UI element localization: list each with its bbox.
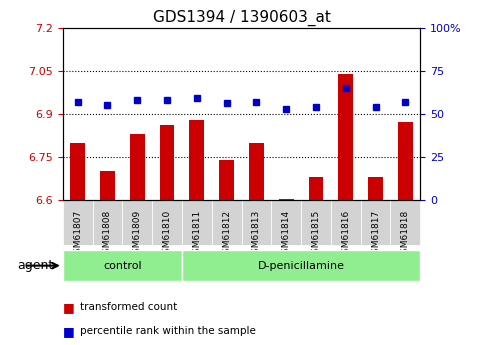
Bar (130, 134, 145, 200)
Bar (338, 73, 353, 200)
Bar (159, 125, 174, 200)
Text: ■: ■ (63, 300, 74, 314)
Bar (189, 120, 204, 200)
Text: transformed count: transformed count (80, 302, 177, 312)
Text: agent: agent (17, 259, 53, 272)
Bar (219, 160, 234, 200)
Bar (309, 177, 324, 200)
Text: ■: ■ (63, 325, 74, 338)
Text: D-penicillamine: D-penicillamine (257, 261, 344, 270)
Bar (398, 122, 413, 200)
Text: percentile rank within the sample: percentile rank within the sample (80, 326, 256, 336)
Bar (70, 142, 85, 200)
Bar (368, 177, 383, 200)
Bar (182, 250, 420, 281)
Bar (279, 199, 294, 200)
Title: GDS1394 / 1390603_at: GDS1394 / 1390603_at (153, 10, 330, 26)
Text: control: control (103, 261, 142, 270)
Bar (100, 171, 115, 200)
Bar (63, 250, 182, 281)
Bar (249, 142, 264, 200)
